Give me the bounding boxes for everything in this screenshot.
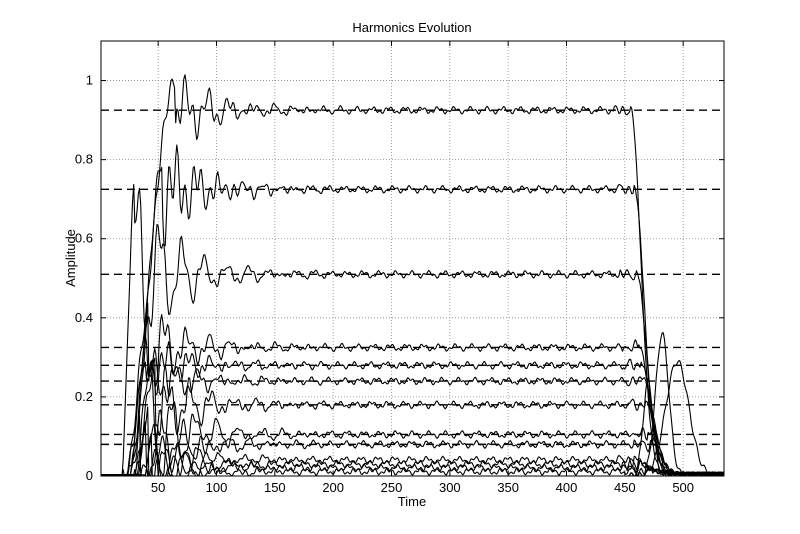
x-tick-label: 50 xyxy=(151,480,165,495)
y-tick-label: 0.6 xyxy=(75,231,93,246)
y-axis-label: Amplitude xyxy=(63,229,78,287)
x-tick-label: 400 xyxy=(556,480,578,495)
x-tick-label: 100 xyxy=(206,480,228,495)
x-tick-label: 250 xyxy=(381,480,403,495)
y-tick-label: 0.4 xyxy=(75,310,93,325)
chart-title: Harmonics Evolution xyxy=(352,20,471,35)
series-line xyxy=(101,348,725,477)
y-tick-label: 1 xyxy=(86,73,93,88)
series-line xyxy=(101,406,725,477)
series-line xyxy=(101,302,725,477)
series-line xyxy=(101,414,725,477)
y-tick-label: 0.2 xyxy=(75,389,93,404)
y-tick-label: 0 xyxy=(86,468,93,483)
x-tick-label: 450 xyxy=(614,480,636,495)
x-ticks: 50 100 150 200 250 300 350 400 450 500 xyxy=(151,41,694,495)
y-ticks: 0 0.2 0.4 0.6 0.8 1 xyxy=(75,73,724,483)
series-line xyxy=(101,357,725,477)
axes-box xyxy=(100,40,725,477)
x-tick-label: 350 xyxy=(497,480,519,495)
y-tick-label: 0.8 xyxy=(75,152,93,167)
series-line xyxy=(101,360,725,477)
x-tick-label: 200 xyxy=(322,480,344,495)
x-tick-label: 150 xyxy=(264,480,286,495)
series-line xyxy=(101,144,725,477)
x-tick-label: 300 xyxy=(439,480,461,495)
series-line xyxy=(101,74,725,477)
series-line xyxy=(101,334,725,477)
x-tick-label: 500 xyxy=(672,480,694,495)
x-axis-label: Time xyxy=(398,494,426,509)
series-line xyxy=(101,183,725,477)
